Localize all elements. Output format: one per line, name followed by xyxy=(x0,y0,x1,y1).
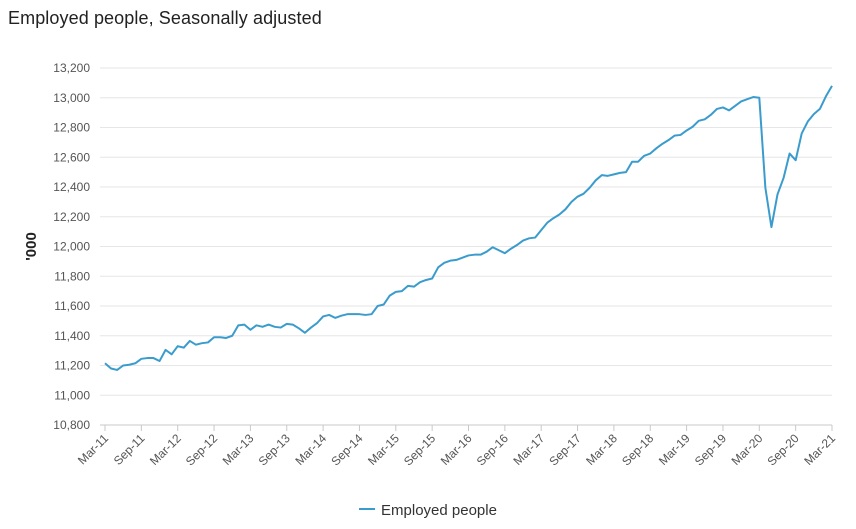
y-tick-label: 11,200 xyxy=(54,359,90,373)
y-tick-label: 12,000 xyxy=(53,240,90,254)
x-tick-label: Sep-15 xyxy=(401,431,438,468)
y-tick-label: 11,400 xyxy=(54,329,90,343)
y-tick-label: 11,000 xyxy=(54,388,90,402)
legend-label: Employed people xyxy=(381,502,497,519)
y-axis-label: '000 xyxy=(23,232,40,261)
series-line-employed-people[interactable] xyxy=(104,85,833,371)
x-tick-label: Sep-17 xyxy=(546,431,583,468)
x-tick-label: Sep-18 xyxy=(619,431,656,468)
legend[interactable]: Employed people xyxy=(0,502,856,519)
x-tick-label: Mar-16 xyxy=(438,431,475,468)
y-tick-label: 13,000 xyxy=(53,91,90,105)
y-tick-label: 10,800 xyxy=(53,418,90,432)
x-tick-label: Mar-21 xyxy=(801,431,838,468)
x-tick-label: Mar-15 xyxy=(365,431,402,468)
x-tick-label: Sep-19 xyxy=(692,431,729,468)
x-tick-label: Sep-12 xyxy=(183,431,220,468)
x-tick-label: Sep-16 xyxy=(474,431,511,468)
y-tick-label: 11,600 xyxy=(54,299,90,313)
x-tick-label: Mar-18 xyxy=(583,431,620,468)
y-tick-label: 12,800 xyxy=(53,121,90,135)
x-tick-label: Mar-19 xyxy=(656,431,693,468)
x-tick-label: Mar-17 xyxy=(511,431,548,468)
x-tick-label: Sep-13 xyxy=(256,431,293,468)
y-tick-label: 13,200 xyxy=(53,61,90,75)
x-tick-label: Mar-13 xyxy=(220,431,257,468)
y-tick-label: 12,400 xyxy=(53,180,90,194)
x-tick-label: Sep-11 xyxy=(111,431,148,468)
x-axis-ticks: Mar-11 Sep-11 Mar-12 Sep-12 Mar-13 Sep-13 Mar-… xyxy=(75,425,838,468)
y-tick-label: 12,200 xyxy=(53,210,90,224)
y-tick-label: 12,600 xyxy=(53,150,90,164)
x-tick-label: Mar-20 xyxy=(729,431,766,468)
x-tick-label: Mar-14 xyxy=(292,431,329,468)
grid-lines xyxy=(100,67,832,396)
y-tick-label: 11,800 xyxy=(54,269,90,283)
x-tick-label: Mar-11 xyxy=(75,431,111,467)
x-tick-label: Mar-12 xyxy=(147,431,184,468)
x-tick-label: Sep-14 xyxy=(328,431,365,468)
y-axis-ticks: 10,800 11,000 11,200 11,400 11,600 11,800 12,0… xyxy=(53,61,90,432)
chart-title: Employed people, Seasonally adjusted xyxy=(8,8,322,28)
series-group xyxy=(104,85,833,371)
legend-swatch xyxy=(359,508,376,511)
x-tick-label: Sep-20 xyxy=(765,431,802,468)
